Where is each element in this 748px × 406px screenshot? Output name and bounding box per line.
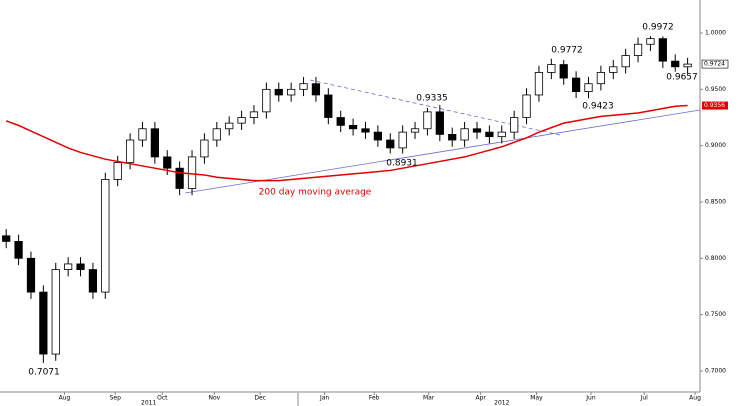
candle-body — [287, 88, 296, 96]
candle-body — [64, 263, 73, 270]
candle-body — [398, 131, 407, 149]
candle-body — [621, 55, 630, 68]
candle-body — [336, 117, 345, 126]
candle-body — [249, 111, 259, 118]
moving-average — [5, 104, 688, 182]
x-tick-label: Aug — [689, 395, 701, 402]
last-price-label: 0.9724 — [704, 61, 725, 68]
x-tick-label: Aug — [59, 395, 71, 402]
candle-body — [658, 38, 667, 62]
x-tick-label: May — [530, 395, 543, 402]
candle-body — [51, 269, 60, 355]
candle-body — [460, 128, 469, 141]
candle-body — [571, 77, 581, 92]
candle-body — [76, 263, 85, 270]
y-tick-label: 1.0000 — [705, 30, 726, 37]
x-tick-label: Apr — [476, 395, 487, 402]
x-tick-label: Sep — [110, 395, 122, 402]
candle-body — [373, 131, 382, 141]
year-label: 2012 — [494, 400, 509, 406]
candle-body — [534, 72, 544, 96]
candle-body — [138, 128, 147, 141]
legend-label: 200 day moving average — [259, 188, 372, 198]
candle-body — [299, 83, 308, 90]
marks — [2, 36, 692, 363]
annotation: 0.7071 — [28, 368, 60, 378]
candle-body — [113, 162, 122, 180]
annotation: 0.9972 — [642, 23, 674, 33]
candle-body — [101, 179, 110, 293]
candle-body — [311, 83, 321, 96]
candle-body — [683, 63, 692, 68]
candle-body — [225, 122, 234, 130]
candle-body — [262, 88, 271, 113]
candle-body — [88, 269, 98, 293]
candle-body — [646, 38, 655, 45]
trend-line — [184, 109, 701, 194]
candle-body — [237, 117, 246, 124]
candle-body — [584, 83, 593, 92]
y-tick-label: 0.7500 — [705, 311, 726, 318]
candle-body — [423, 111, 432, 130]
x-tick-label: Dec — [254, 395, 266, 402]
candle-body — [633, 43, 643, 56]
trend-line-dashed — [309, 79, 561, 136]
candle-body — [671, 60, 680, 68]
candle-body — [14, 241, 23, 259]
y-tick-label: 0.9500 — [705, 86, 726, 93]
candle-body — [485, 131, 494, 138]
candle-body — [547, 64, 556, 73]
candle-body — [348, 124, 358, 130]
candle-body — [26, 257, 36, 293]
x-tick-label: Nov — [208, 395, 220, 402]
last-value-label: 0.9356 — [704, 102, 725, 109]
candle-body — [609, 66, 618, 73]
candle-body — [187, 156, 197, 189]
x-tick-label: Jun — [585, 395, 596, 402]
y-tick-label: 0.8500 — [705, 198, 726, 205]
candle-body — [39, 291, 48, 355]
x-tick-label: Oct — [157, 395, 168, 402]
x-tick-label: Jul — [640, 395, 649, 402]
annotation: 0.9423 — [582, 102, 614, 112]
candle-body — [435, 111, 444, 135]
candle-body — [510, 117, 519, 133]
annotation: 0.9335 — [416, 94, 448, 104]
candle-body — [522, 94, 531, 118]
y-tick-label: 0.7000 — [705, 367, 726, 374]
candle-body — [472, 128, 482, 133]
candle-body — [163, 156, 172, 169]
candle-body — [559, 64, 568, 79]
x-tick-label: Jan — [319, 395, 329, 402]
x-tick-label: Feb — [369, 395, 380, 402]
candle-body — [175, 167, 184, 189]
last-price-box — [701, 59, 729, 69]
candle-body — [497, 131, 506, 138]
candle-body — [324, 94, 333, 118]
x-tick-label: Mar — [423, 395, 435, 402]
candle-body — [361, 128, 370, 133]
candle-body — [596, 72, 606, 85]
last-value-box — [702, 101, 728, 110]
y-tick-label: 0.8000 — [705, 255, 726, 262]
y-tick-label: 0.9000 — [705, 142, 726, 149]
candle-body — [448, 133, 457, 141]
candle-body — [150, 128, 159, 158]
candle-body — [200, 139, 209, 158]
candle-body — [2, 235, 11, 242]
candle-body — [410, 128, 420, 133]
candle-body — [212, 128, 221, 141]
candle-body — [274, 88, 283, 96]
annotation: 0.8931 — [386, 159, 418, 169]
year-label: 2011 — [141, 400, 156, 406]
candle-body — [125, 139, 135, 163]
annotation: 0.9772 — [551, 46, 583, 56]
annotation: 0.9657 — [666, 73, 698, 83]
candle-body — [386, 139, 395, 149]
